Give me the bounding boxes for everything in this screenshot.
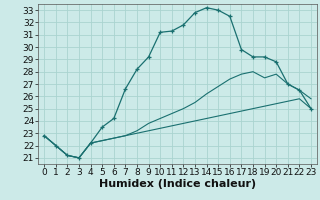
X-axis label: Humidex (Indice chaleur): Humidex (Indice chaleur) — [99, 179, 256, 189]
